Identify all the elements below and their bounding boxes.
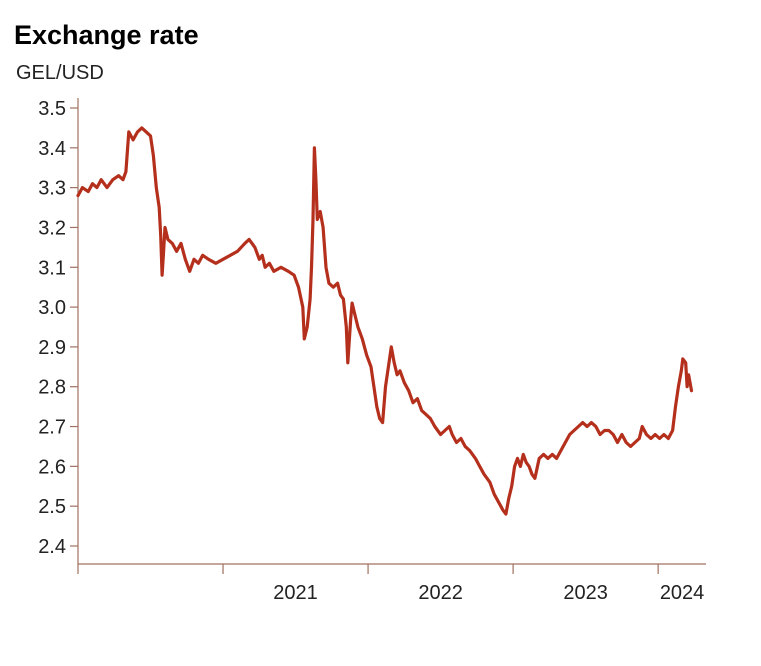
y-tick-label: 3.3 [38,178,66,200]
y-tick-label: 3.4 [38,138,66,160]
y-tick-label: 3.1 [38,257,66,279]
series-layer [76,126,694,516]
x-tick-label: 2023 [563,582,608,604]
y-tick-label: 2.9 [38,337,66,359]
y-tick-label: 3.5 [38,98,66,120]
x-tick-label: 2024 [660,582,705,604]
y-tick-label: 2.5 [38,496,66,518]
series-line-0 [76,126,694,516]
x-axis: 2021 2022 2023 2024 [77,563,706,604]
y-axis: 3.5 3.4 3.3 3.2 3.1 3.0 2.9 2.8 2.7 2.6 2.5 2.4 [38,98,79,564]
y-tick-label: 3.0 [38,297,66,319]
y-tick-label: 2.7 [38,417,66,439]
x-tick-label: 2022 [418,582,463,604]
chart-subtitle: GEL/USD [16,62,104,84]
chart-title: Exchange rate [14,20,199,50]
y-tick-label: 2.6 [38,456,66,478]
y-tick-label: 2.8 [38,377,66,399]
x-tick-label: 2021 [273,582,318,604]
y-tick-label: 3.2 [38,217,66,239]
y-tick-label: 2.4 [38,536,66,558]
